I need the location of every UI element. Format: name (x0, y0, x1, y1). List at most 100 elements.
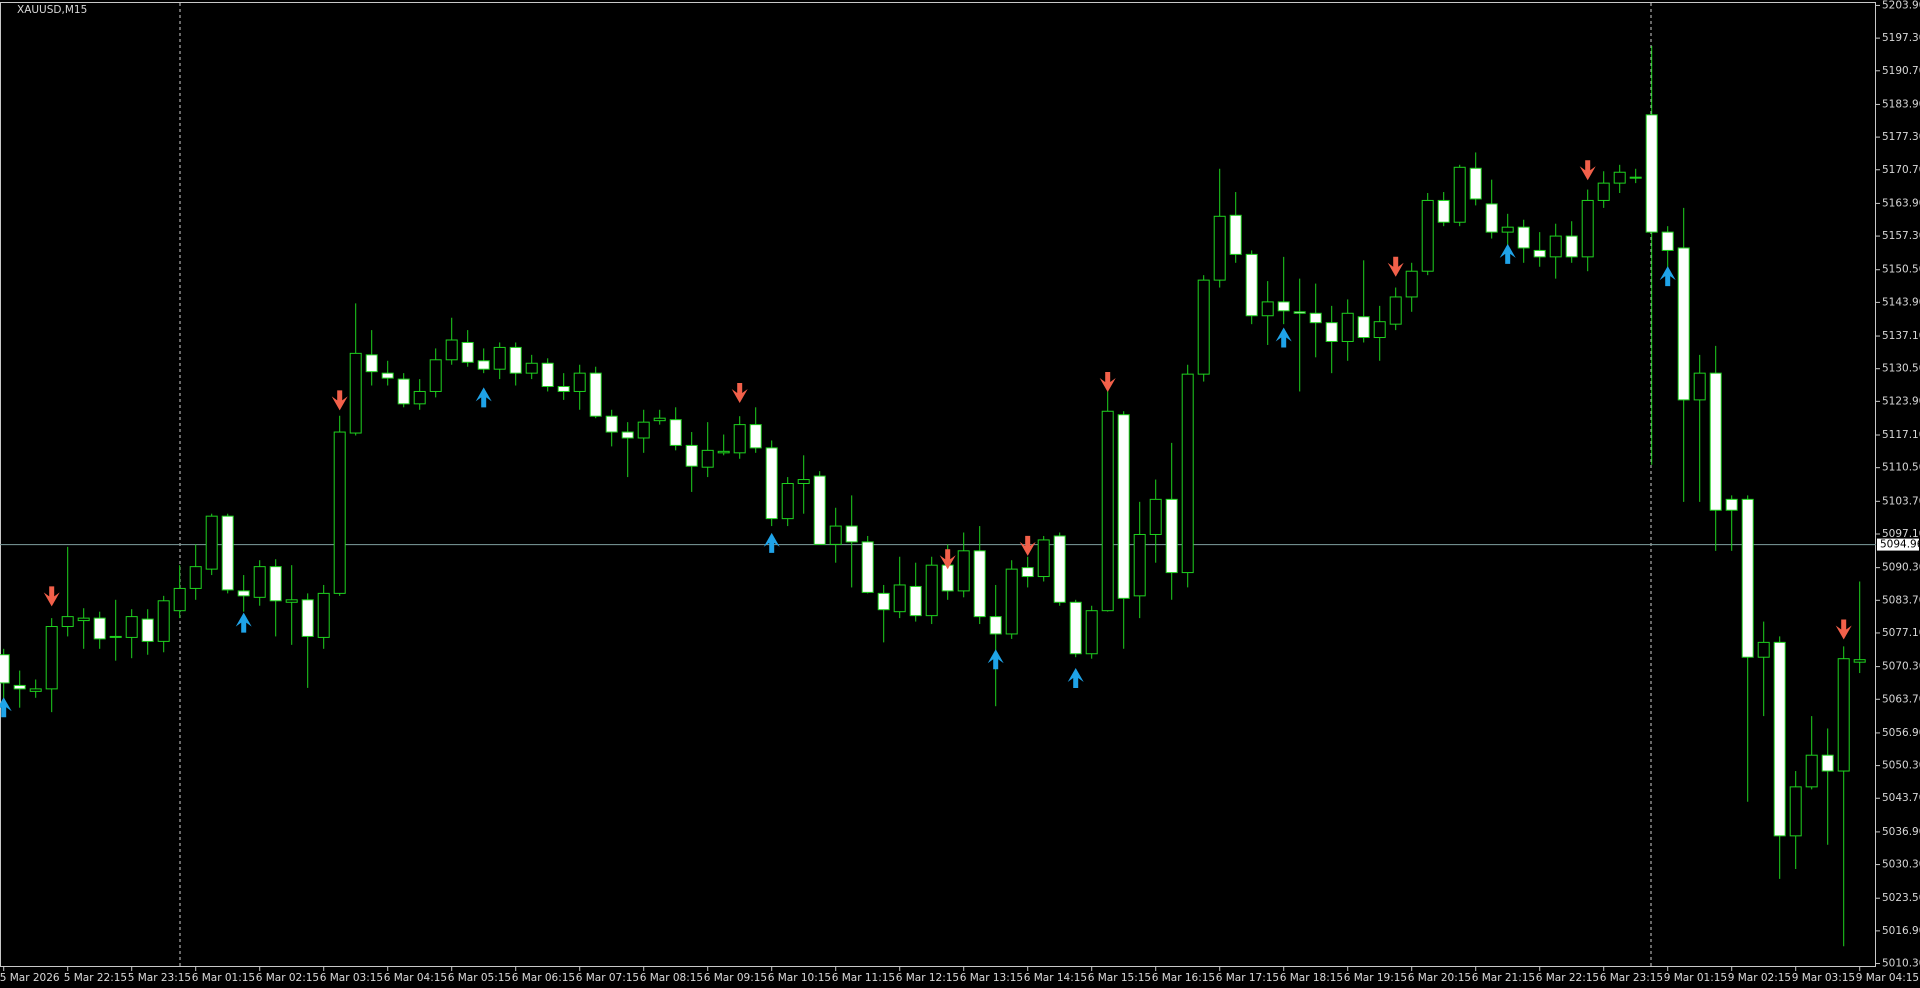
y-tick-label: 5197.30 (1882, 32, 1920, 44)
candle-body (1821, 754, 1834, 772)
candle-body (365, 354, 378, 373)
candle-body (1357, 316, 1370, 339)
candle-body (1853, 659, 1866, 663)
y-tick-label: 5130.50 (1882, 363, 1920, 375)
candle-body (269, 566, 282, 602)
candle-body (893, 584, 906, 613)
candle-body (61, 616, 74, 628)
x-tick-label: 5 Mar 23:15 (128, 972, 191, 984)
candle-body (253, 566, 266, 598)
x-tick-label: 6 Mar 18:15 (1280, 972, 1343, 984)
y-tick-label: 5110.50 (1882, 462, 1920, 474)
candle-body (797, 479, 810, 485)
x-tick-label: 5 Mar 2026 (0, 972, 60, 984)
candle-body (1421, 199, 1434, 272)
candle-body (0, 654, 10, 684)
candle-body (861, 541, 874, 593)
candle-body (701, 449, 714, 468)
x-tick-label: 6 Mar 19:15 (1344, 972, 1407, 984)
candle-body (1453, 166, 1466, 223)
candle-body (557, 386, 570, 392)
candle-body (1837, 658, 1850, 772)
candle-body (877, 592, 890, 611)
y-tick-label: 5137.10 (1882, 330, 1920, 342)
candle-body (1229, 214, 1242, 255)
y-tick-label: 5170.70 (1882, 164, 1920, 176)
current-price-label: 5094.96 (1880, 539, 1920, 551)
candle-body (1341, 312, 1354, 342)
y-tick-label: 5150.50 (1882, 264, 1920, 276)
candle-body (285, 599, 298, 603)
candle-body (509, 346, 522, 374)
y-tick-label: 5063.70 (1882, 693, 1920, 705)
x-tick-label: 6 Mar 22:15 (1536, 972, 1599, 984)
candle-body (493, 346, 506, 370)
candle-body (1677, 247, 1690, 401)
x-tick-label: 6 Mar 01:15 (192, 972, 255, 984)
current-price-box (1877, 538, 1919, 551)
candle-body (125, 616, 138, 638)
y-tick-label: 5036.90 (1882, 826, 1920, 838)
y-tick-label: 5077.10 (1882, 627, 1920, 639)
candle-body (781, 483, 794, 520)
candle-body (1325, 322, 1338, 342)
y-tick-label: 5143.90 (1882, 296, 1920, 308)
sell-arrow (1579, 160, 1596, 181)
candle-body (477, 360, 490, 370)
y-tick-label: 5030.30 (1882, 859, 1920, 871)
candle-body (1133, 533, 1146, 597)
candle-body (1165, 498, 1178, 574)
x-tick-label: 6 Mar 03:15 (320, 972, 383, 984)
x-tick-label: 9 Mar 02:15 (1728, 972, 1791, 984)
x-tick-label: 6 Mar 10:15 (768, 972, 831, 984)
x-tick-label: 6 Mar 14:15 (1024, 972, 1087, 984)
x-tick-label: 6 Mar 20:15 (1408, 972, 1471, 984)
candle-body (93, 617, 106, 640)
candle-body (1261, 301, 1274, 317)
sell-arrow (1099, 372, 1116, 393)
candle-body (1645, 114, 1658, 233)
y-tick-label: 5157.30 (1882, 230, 1920, 242)
buy-arrow (1499, 243, 1516, 264)
x-tick-label: 6 Mar 12:15 (896, 972, 959, 984)
candle-body (237, 590, 250, 597)
buy-arrow (1067, 668, 1084, 689)
candle-body (845, 525, 858, 543)
y-tick-label: 5016.90 (1882, 925, 1920, 937)
candle-body (445, 339, 458, 361)
sell-arrow (939, 549, 956, 570)
y-tick-label: 5163.90 (1882, 197, 1920, 209)
candle-body (573, 372, 586, 392)
x-tick-label: 6 Mar 05:15 (448, 972, 511, 984)
candle-body (653, 417, 666, 422)
buy-arrow (763, 532, 780, 553)
candle-body (1469, 167, 1482, 200)
candle-body (765, 447, 778, 520)
candle-body (1277, 301, 1290, 312)
x-tick-label: 6 Mar 15:15 (1088, 972, 1151, 984)
candle-body (1789, 786, 1802, 837)
candle-body (1405, 270, 1418, 298)
x-tick-label: 6 Mar 16:15 (1152, 972, 1215, 984)
x-tick-label: 6 Mar 08:15 (640, 972, 703, 984)
candle-body (957, 550, 970, 592)
candle-body (1389, 296, 1402, 325)
buy-arrow (235, 612, 252, 633)
candle-body (429, 359, 442, 392)
sell-arrow (731, 382, 748, 403)
chart-title: XAUUSD,M15 (17, 4, 87, 16)
y-tick-label: 5070.30 (1882, 661, 1920, 673)
candle-body (1037, 539, 1050, 578)
candle-body (909, 585, 922, 617)
candle-body (1533, 249, 1546, 258)
candle-body (1773, 641, 1786, 837)
candle-body (605, 415, 618, 433)
buy-arrow (987, 649, 1004, 670)
candle-body (205, 515, 218, 570)
x-tick-label: 6 Mar 04:15 (384, 972, 447, 984)
candle-body (109, 635, 122, 638)
y-tick-label: 5050.30 (1882, 760, 1920, 772)
sell-arrow (1387, 256, 1404, 277)
candle-body (1117, 414, 1130, 599)
